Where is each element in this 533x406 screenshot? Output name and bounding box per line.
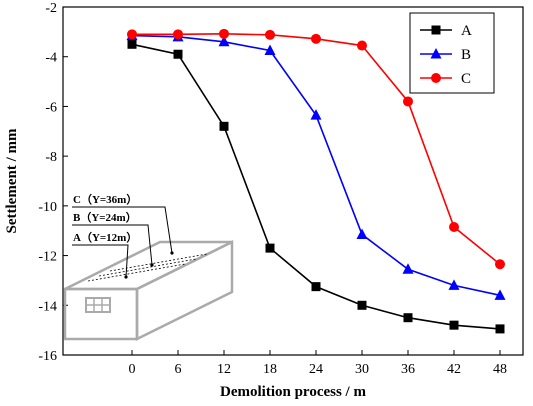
- data-point-c: [265, 29, 275, 40]
- data-point-c: [449, 221, 459, 232]
- inset-leader-c: [72, 206, 173, 254]
- data-point-c: [173, 29, 183, 40]
- series-layer: [126, 28, 506, 334]
- legend-marker-b: [430, 48, 442, 59]
- data-point-a: [403, 313, 413, 323]
- inset-side-face: [135, 239, 234, 342]
- data-point-b: [218, 35, 230, 47]
- inset-dot-b: [150, 263, 154, 267]
- inset-front-face: [63, 287, 139, 341]
- y-axis-title: Settlement / mm: [4, 128, 20, 233]
- data-point-c: [219, 28, 229, 39]
- legend-marker-a: [431, 25, 441, 35]
- y-tick-label: -6: [45, 100, 57, 115]
- x-tick-label: 30: [355, 362, 369, 377]
- x-axis: 0 6 12 18 24 30 36 42 48: [129, 350, 507, 377]
- data-point-b: [356, 228, 368, 239]
- inset-building-schematic: [63, 239, 234, 342]
- data-point-b: [448, 279, 460, 290]
- data-point-c: [357, 40, 367, 51]
- y-tick-label: -2: [45, 1, 57, 16]
- data-point-b: [402, 263, 414, 274]
- x-tick-label: 24: [309, 362, 323, 377]
- y-tick-label: -4: [45, 51, 57, 66]
- legend: ABC: [409, 12, 495, 94]
- data-point-a: [265, 243, 275, 253]
- y-tick-label: -14: [38, 299, 57, 314]
- inset-label-b: B（Y=24m）: [73, 211, 137, 224]
- y-tick-label: -16: [38, 349, 57, 364]
- data-point-a: [357, 300, 367, 310]
- inset-label-c: C（Y=36m）: [73, 193, 137, 206]
- x-axis-title: Demolition process / m: [220, 384, 366, 400]
- x-tick-label: 0: [129, 362, 136, 377]
- data-point-c: [311, 33, 321, 44]
- data-point-a: [449, 320, 459, 330]
- data-point-b: [264, 44, 276, 55]
- legend-marker-c: [431, 73, 441, 83]
- y-tick-label: -8: [45, 150, 57, 165]
- data-point-b: [310, 109, 322, 120]
- inset-dot-c: [170, 251, 174, 255]
- x-tick-label: 6: [175, 362, 182, 377]
- legend-box: [409, 12, 495, 94]
- inset-leaders: [72, 206, 173, 278]
- y-tick-label: -12: [38, 250, 57, 265]
- data-point-c: [127, 29, 137, 40]
- data-point-b: [494, 289, 506, 300]
- x-tick-label: 12: [217, 362, 231, 377]
- x-tick-label: 48: [493, 362, 507, 377]
- data-point-a: [495, 324, 505, 334]
- x-tick-label: 42: [447, 362, 461, 377]
- inset-dot-a: [124, 275, 128, 279]
- plot-frame: [62, 6, 524, 356]
- legend-items: ABC: [420, 23, 472, 87]
- inset-section-line-b: [98, 258, 197, 277]
- x-tick-label: 36: [401, 362, 415, 377]
- data-point-c: [495, 259, 505, 270]
- data-point-c: [403, 96, 413, 107]
- inset-dots: [124, 251, 174, 279]
- legend-label-a: A: [461, 23, 472, 39]
- inset-section-line-a: [87, 263, 186, 282]
- x-tick-label: 18: [263, 362, 277, 377]
- inset-leader-b: [72, 224, 153, 266]
- legend-label-b: B: [461, 47, 471, 63]
- legend-label-c: C: [461, 71, 471, 87]
- data-point-a: [311, 282, 321, 292]
- data-point-a: [127, 39, 137, 49]
- inset-label-a: A（Y=12m）: [73, 231, 137, 244]
- data-point-a: [173, 49, 183, 59]
- inset-leader-a: [72, 244, 129, 278]
- data-point-a: [219, 121, 229, 131]
- y-tick-label: -10: [38, 200, 57, 215]
